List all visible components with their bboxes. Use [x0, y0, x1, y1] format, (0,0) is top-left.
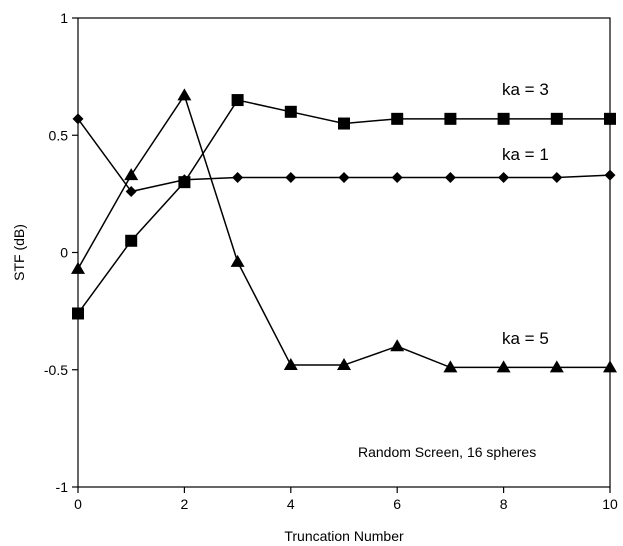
- series-label-ka-5: ka = 5: [502, 329, 549, 348]
- data-point-diamond: [125, 186, 137, 198]
- data-point-diamond: [551, 171, 563, 183]
- series-0: [72, 113, 616, 198]
- data-point-square: [444, 112, 457, 125]
- data-point-triangle: [124, 168, 139, 181]
- series-label-ka-3: ka = 3: [502, 80, 549, 99]
- data-point-square: [125, 234, 138, 247]
- data-point-triangle: [283, 358, 298, 371]
- axes: -1-0.500.510 2 4 6 8 10: [44, 10, 618, 512]
- data-point-square: [391, 112, 404, 125]
- data-point-diamond: [338, 171, 350, 183]
- data-point-diamond: [232, 171, 244, 183]
- data-point-diamond: [72, 113, 84, 125]
- x-tick-label: 10: [602, 496, 618, 512]
- data-point-triangle: [496, 360, 511, 373]
- data-point-diamond: [444, 171, 456, 183]
- y-tick-label: 0: [60, 245, 68, 261]
- data-point-triangle: [230, 254, 245, 267]
- chart-annotation: Random Screen, 16 spheres: [358, 444, 536, 460]
- labels-layer: ka = 1 ka = 3 ka = 5 Random Screen, 16 s…: [11, 80, 549, 544]
- series-line: [77, 93, 610, 369]
- y-tick-label: 0.5: [49, 127, 69, 143]
- data-point-square: [604, 112, 616, 125]
- x-tick-label: 8: [500, 496, 508, 512]
- series-line: [77, 99, 610, 314]
- y-axis-title: STF (dB): [11, 224, 27, 281]
- data-point-triangle: [603, 360, 617, 373]
- series-2: [71, 88, 617, 373]
- x-tick-label: 2: [181, 496, 189, 512]
- series-label-ka-1: ka = 1: [502, 145, 549, 164]
- data-point-diamond: [391, 171, 403, 183]
- data-point-triangle: [337, 358, 351, 371]
- x-tick-label: 0: [74, 496, 82, 512]
- data-point-diamond: [604, 169, 616, 181]
- y-tick-label: -1: [56, 479, 69, 495]
- data-point-diamond: [285, 171, 297, 183]
- series-layer: [71, 88, 617, 373]
- data-point-square: [178, 176, 191, 189]
- data-point-square: [497, 112, 510, 125]
- x-tick-label: 6: [393, 496, 401, 512]
- data-point-square: [550, 112, 563, 125]
- series-1: [72, 94, 616, 320]
- data-point-square: [284, 105, 297, 118]
- data-point-triangle: [177, 88, 192, 101]
- data-point-triangle: [549, 360, 564, 373]
- x-tick-label: 4: [287, 496, 295, 512]
- data-point-triangle: [390, 339, 405, 352]
- y-tick-label: 1: [60, 10, 68, 26]
- y-tick-label: -0.5: [44, 362, 68, 378]
- data-point-diamond: [498, 171, 510, 183]
- data-point-square: [338, 117, 350, 130]
- data-point-square: [72, 307, 84, 320]
- data-point-triangle: [443, 360, 458, 373]
- x-axis-title: Truncation Number: [284, 528, 404, 544]
- data-point-square: [231, 94, 244, 107]
- data-point-triangle: [71, 261, 85, 274]
